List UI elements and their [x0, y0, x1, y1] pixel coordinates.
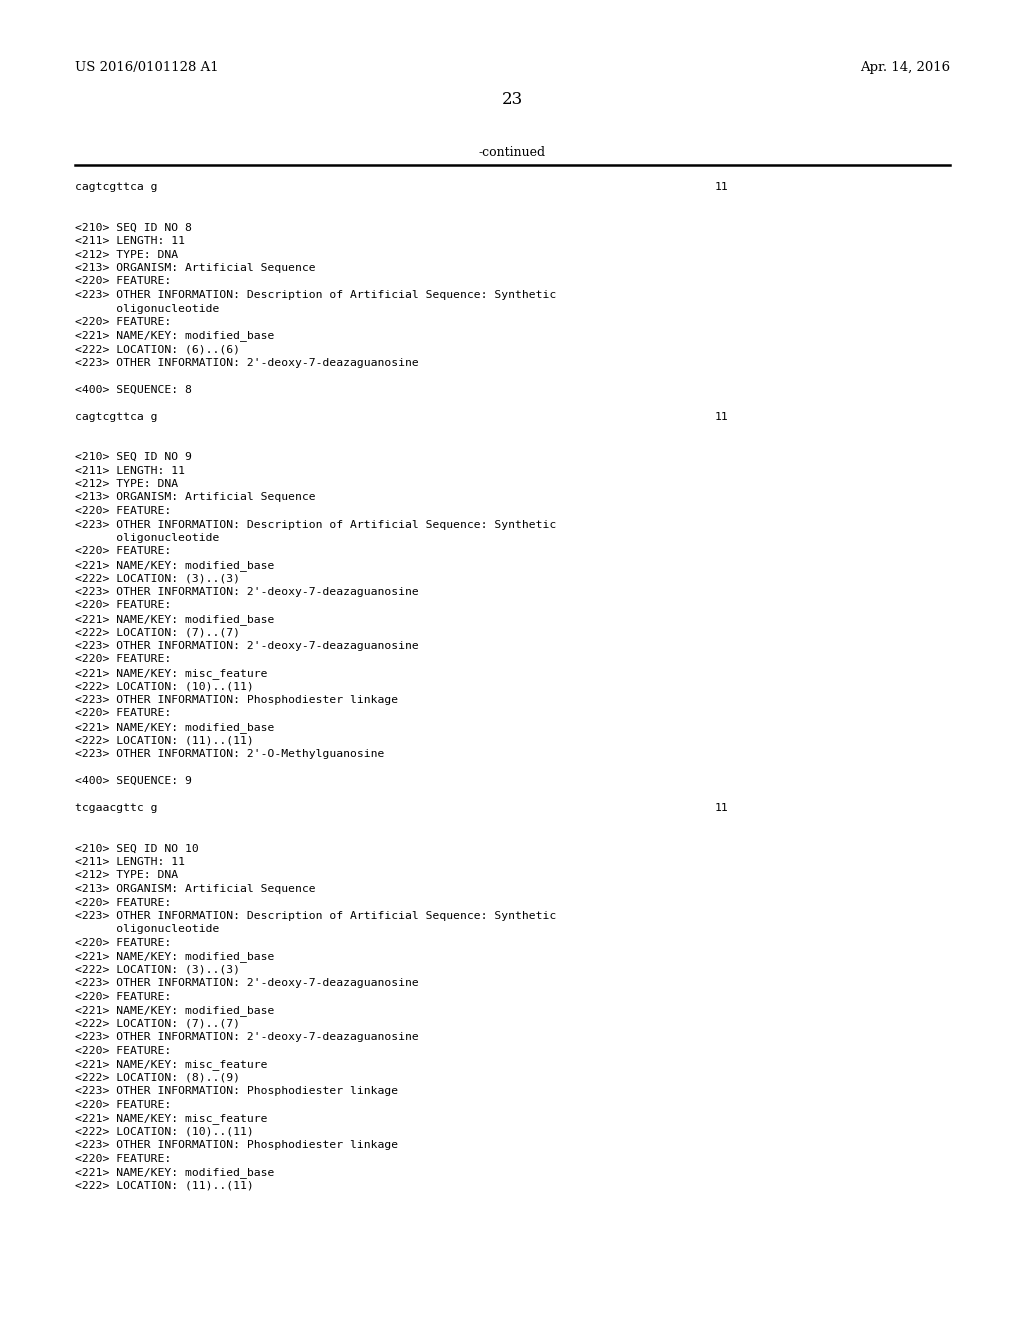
Text: <212> TYPE: DNA: <212> TYPE: DNA [75, 249, 178, 260]
Text: cagtcgttca g: cagtcgttca g [75, 412, 158, 421]
Text: <221> NAME/KEY: misc_feature: <221> NAME/KEY: misc_feature [75, 1060, 267, 1071]
Text: <222> LOCATION: (11)..(11): <222> LOCATION: (11)..(11) [75, 735, 254, 746]
Text: <221> NAME/KEY: modified_base: <221> NAME/KEY: modified_base [75, 1006, 274, 1016]
Text: tcgaacgttc g: tcgaacgttc g [75, 803, 158, 813]
Text: <222> LOCATION: (10)..(11): <222> LOCATION: (10)..(11) [75, 681, 254, 692]
Text: 11: 11 [715, 182, 729, 191]
Text: -continued: -continued [478, 147, 546, 160]
Text: <223> OTHER INFORMATION: Description of Artificial Sequence: Synthetic: <223> OTHER INFORMATION: Description of … [75, 520, 556, 529]
Text: oligonucleotide: oligonucleotide [75, 533, 219, 543]
Text: <221> NAME/KEY: misc_feature: <221> NAME/KEY: misc_feature [75, 668, 267, 678]
Text: <220> FEATURE:: <220> FEATURE: [75, 655, 171, 664]
Text: <223> OTHER INFORMATION: Phosphodiester linkage: <223> OTHER INFORMATION: Phosphodiester … [75, 1086, 398, 1097]
Text: <210> SEQ ID NO 10: <210> SEQ ID NO 10 [75, 843, 199, 854]
Text: <221> NAME/KEY: modified_base: <221> NAME/KEY: modified_base [75, 952, 274, 962]
Text: oligonucleotide: oligonucleotide [75, 924, 219, 935]
Text: <223> OTHER INFORMATION: 2'-deoxy-7-deazaguanosine: <223> OTHER INFORMATION: 2'-deoxy-7-deaz… [75, 358, 419, 367]
Text: <213> ORGANISM: Artificial Sequence: <213> ORGANISM: Artificial Sequence [75, 884, 315, 894]
Text: <223> OTHER INFORMATION: 2'-O-Methylguanosine: <223> OTHER INFORMATION: 2'-O-Methylguan… [75, 748, 384, 759]
Text: Apr. 14, 2016: Apr. 14, 2016 [860, 62, 950, 74]
Text: <220> FEATURE:: <220> FEATURE: [75, 1045, 171, 1056]
Text: <211> LENGTH: 11: <211> LENGTH: 11 [75, 466, 185, 475]
Text: <221> NAME/KEY: modified_base: <221> NAME/KEY: modified_base [75, 1167, 274, 1179]
Text: <221> NAME/KEY: modified_base: <221> NAME/KEY: modified_base [75, 560, 274, 572]
Text: <222> LOCATION: (3)..(3): <222> LOCATION: (3)..(3) [75, 573, 240, 583]
Text: <222> LOCATION: (7)..(7): <222> LOCATION: (7)..(7) [75, 627, 240, 638]
Text: <222> LOCATION: (6)..(6): <222> LOCATION: (6)..(6) [75, 345, 240, 354]
Text: <220> FEATURE:: <220> FEATURE: [75, 601, 171, 610]
Text: <221> NAME/KEY: modified_base: <221> NAME/KEY: modified_base [75, 330, 274, 342]
Text: <222> LOCATION: (11)..(11): <222> LOCATION: (11)..(11) [75, 1181, 254, 1191]
Text: <223> OTHER INFORMATION: Description of Artificial Sequence: Synthetic: <223> OTHER INFORMATION: Description of … [75, 290, 556, 300]
Text: 11: 11 [715, 412, 729, 421]
Text: <223> OTHER INFORMATION: Phosphodiester linkage: <223> OTHER INFORMATION: Phosphodiester … [75, 1140, 398, 1151]
Text: <223> OTHER INFORMATION: Description of Artificial Sequence: Synthetic: <223> OTHER INFORMATION: Description of … [75, 911, 556, 921]
Text: <400> SEQUENCE: 9: <400> SEQUENCE: 9 [75, 776, 191, 785]
Text: <223> OTHER INFORMATION: 2'-deoxy-7-deazaguanosine: <223> OTHER INFORMATION: 2'-deoxy-7-deaz… [75, 642, 419, 651]
Text: <220> FEATURE:: <220> FEATURE: [75, 898, 171, 908]
Text: <221> NAME/KEY: modified_base: <221> NAME/KEY: modified_base [75, 722, 274, 733]
Text: <220> FEATURE:: <220> FEATURE: [75, 546, 171, 557]
Text: <220> FEATURE:: <220> FEATURE: [75, 317, 171, 327]
Text: <223> OTHER INFORMATION: 2'-deoxy-7-deazaguanosine: <223> OTHER INFORMATION: 2'-deoxy-7-deaz… [75, 978, 419, 989]
Text: <220> FEATURE:: <220> FEATURE: [75, 506, 171, 516]
Text: <222> LOCATION: (3)..(3): <222> LOCATION: (3)..(3) [75, 965, 240, 975]
Text: <220> FEATURE:: <220> FEATURE: [75, 1154, 171, 1164]
Text: <213> ORGANISM: Artificial Sequence: <213> ORGANISM: Artificial Sequence [75, 492, 315, 503]
Text: <210> SEQ ID NO 8: <210> SEQ ID NO 8 [75, 223, 191, 232]
Text: <222> LOCATION: (8)..(9): <222> LOCATION: (8)..(9) [75, 1073, 240, 1082]
Text: oligonucleotide: oligonucleotide [75, 304, 219, 314]
Text: <222> LOCATION: (7)..(7): <222> LOCATION: (7)..(7) [75, 1019, 240, 1030]
Text: <223> OTHER INFORMATION: Phosphodiester linkage: <223> OTHER INFORMATION: Phosphodiester … [75, 696, 398, 705]
Text: <400> SEQUENCE: 8: <400> SEQUENCE: 8 [75, 384, 191, 395]
Text: <223> OTHER INFORMATION: 2'-deoxy-7-deazaguanosine: <223> OTHER INFORMATION: 2'-deoxy-7-deaz… [75, 1032, 419, 1043]
Text: <220> FEATURE:: <220> FEATURE: [75, 1100, 171, 1110]
Text: <220> FEATURE:: <220> FEATURE: [75, 709, 171, 718]
Text: <211> LENGTH: 11: <211> LENGTH: 11 [75, 857, 185, 867]
Text: <220> FEATURE:: <220> FEATURE: [75, 276, 171, 286]
Text: <212> TYPE: DNA: <212> TYPE: DNA [75, 870, 178, 880]
Text: <222> LOCATION: (10)..(11): <222> LOCATION: (10)..(11) [75, 1127, 254, 1137]
Text: <221> NAME/KEY: modified_base: <221> NAME/KEY: modified_base [75, 614, 274, 624]
Text: <223> OTHER INFORMATION: 2'-deoxy-7-deazaguanosine: <223> OTHER INFORMATION: 2'-deoxy-7-deaz… [75, 587, 419, 597]
Text: US 2016/0101128 A1: US 2016/0101128 A1 [75, 62, 219, 74]
Text: <220> FEATURE:: <220> FEATURE: [75, 939, 171, 948]
Text: <211> LENGTH: 11: <211> LENGTH: 11 [75, 236, 185, 246]
Text: <213> ORGANISM: Artificial Sequence: <213> ORGANISM: Artificial Sequence [75, 263, 315, 273]
Text: 23: 23 [502, 91, 522, 108]
Text: <220> FEATURE:: <220> FEATURE: [75, 993, 171, 1002]
Text: <221> NAME/KEY: misc_feature: <221> NAME/KEY: misc_feature [75, 1114, 267, 1125]
Text: <210> SEQ ID NO 9: <210> SEQ ID NO 9 [75, 451, 191, 462]
Text: cagtcgttca g: cagtcgttca g [75, 182, 158, 191]
Text: <212> TYPE: DNA: <212> TYPE: DNA [75, 479, 178, 488]
Text: 11: 11 [715, 803, 729, 813]
